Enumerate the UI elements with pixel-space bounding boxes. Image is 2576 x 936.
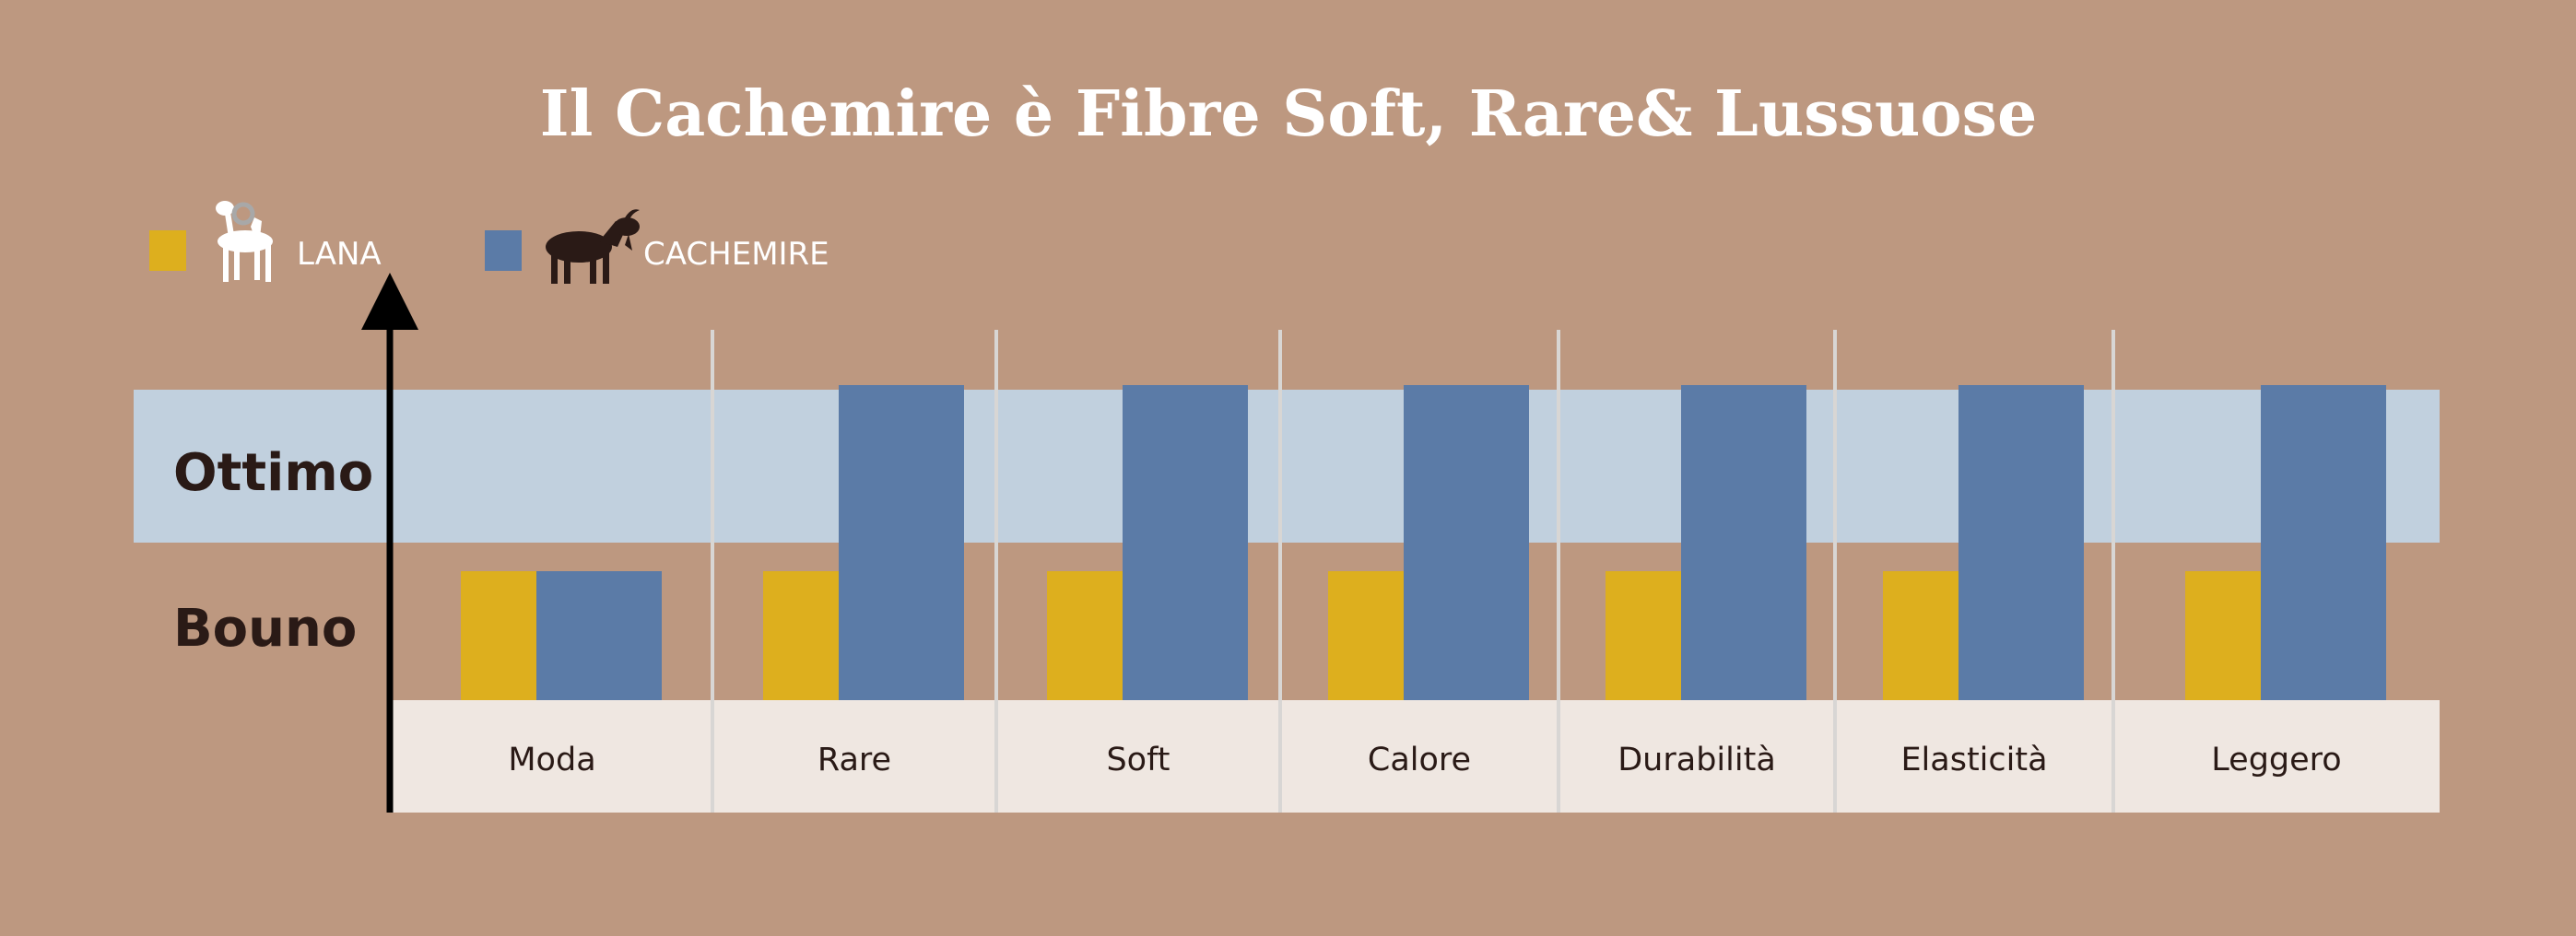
bar-lana-1: [763, 571, 839, 700]
category-label-5: Elasticità: [1900, 742, 2047, 778]
bar-cachemire-4: [1681, 385, 1806, 700]
category-label-6: Leggero: [2211, 742, 2341, 778]
sheep-icon: [216, 201, 273, 282]
y-axis-arrow: [361, 273, 418, 330]
level-label-bouno: Bouno: [173, 599, 357, 659]
chart-title: Il Cachemire è Fibre Soft, Rare& Lussuos…: [540, 77, 2037, 151]
bar-cachemire-0: [536, 571, 662, 700]
bar-cachemire-5: [1958, 385, 2084, 700]
level-band-ottimo: [134, 390, 2440, 543]
bars: [461, 385, 2386, 700]
legend-swatch-cachemire: [485, 230, 522, 271]
bar-lana-4: [1606, 571, 1681, 700]
bar-lana-3: [1328, 571, 1404, 700]
bar-lana-2: [1047, 571, 1123, 700]
legend: LANA CACHEMIRE: [149, 201, 829, 284]
category-band: [392, 700, 2440, 813]
goat-icon: [546, 209, 640, 284]
category-label-3: Calore: [1368, 742, 1471, 778]
category-label-1: Rare: [817, 742, 891, 778]
level-label-ottimo: Ottimo: [173, 443, 373, 503]
legend-label-lana: LANA: [297, 236, 382, 273]
bar-lana-5: [1883, 571, 1958, 700]
bar-lana-6: [2185, 571, 2261, 700]
bar-lana-0: [461, 571, 536, 700]
bar-cachemire-3: [1404, 385, 1529, 700]
category-label-2: Soft: [1106, 742, 1170, 778]
category-separators: [711, 330, 2115, 813]
legend-swatch-lana: [149, 230, 186, 271]
bar-cachemire-2: [1123, 385, 1248, 700]
legend-label-cachemire: CACHEMIRE: [643, 236, 829, 273]
category-label-4: Durabilità: [1617, 742, 1776, 778]
bar-cachemire-6: [2261, 385, 2386, 700]
category-label-0: Moda: [508, 742, 595, 778]
bar-cachemire-1: [839, 385, 964, 700]
category-labels: Moda Rare Soft Calore Durabilità Elasticità Le…: [508, 742, 2341, 778]
